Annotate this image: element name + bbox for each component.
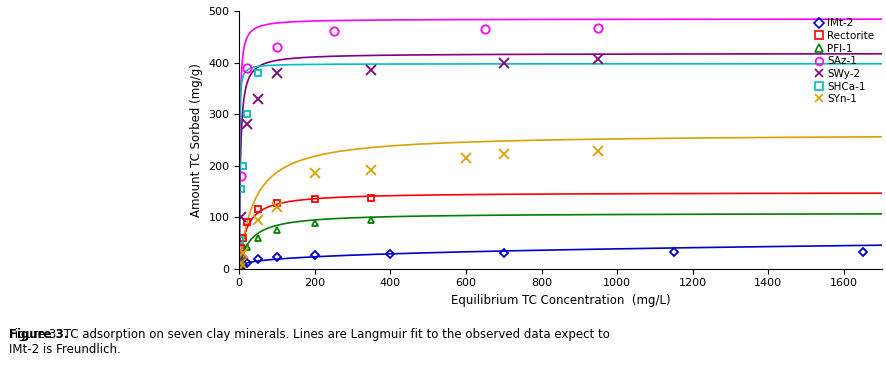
Line: SHCa-1: SHCa-1	[237, 69, 261, 244]
PFl-1	[235, 265, 245, 269]
Y-axis label: Amount TC Sorbed (mg/g): Amount TC Sorbed (mg/g)	[190, 63, 203, 217]
Rectorite	[366, 195, 377, 200]
PFl-1	[253, 235, 263, 240]
IMt-2	[499, 251, 509, 256]
SWy-2	[593, 56, 603, 61]
SYn-1	[461, 156, 471, 160]
X-axis label: Equilibrium TC Concentration  (mg/L): Equilibrium TC Concentration (mg/L)	[451, 294, 670, 307]
IMt-2	[242, 261, 253, 265]
SAz-1	[479, 27, 490, 31]
Line: SWy-2: SWy-2	[235, 54, 603, 268]
IMt-2	[385, 252, 396, 256]
Rectorite	[253, 207, 263, 211]
SHCa-1	[236, 186, 246, 191]
Rectorite	[237, 235, 248, 240]
SYn-1	[499, 152, 509, 157]
SYn-1	[253, 217, 263, 222]
Line: Rectorite: Rectorite	[237, 194, 375, 264]
Rectorite	[309, 197, 320, 201]
SAz-1	[242, 66, 253, 70]
SHCa-1	[253, 71, 263, 75]
SWy-2	[366, 68, 377, 73]
Text: Figure 3. TC adsorption on seven clay minerals. Lines are Langmuir fit to the ob: Figure 3. TC adsorption on seven clay mi…	[9, 328, 610, 356]
SAz-1	[593, 25, 603, 30]
SAz-1	[236, 174, 246, 178]
PFl-1	[237, 254, 248, 258]
Line: IMt-2: IMt-2	[237, 249, 866, 271]
IMt-2	[858, 249, 868, 254]
SHCa-1	[242, 112, 253, 116]
SYn-1	[236, 261, 246, 266]
SYn-1	[237, 251, 248, 256]
SWy-2	[235, 261, 245, 266]
Text: Figure 3.: Figure 3.	[9, 328, 68, 341]
Rectorite	[242, 220, 253, 225]
PFl-1	[242, 245, 253, 249]
IMt-2	[309, 253, 320, 257]
IMt-2	[236, 265, 246, 269]
SWy-2	[242, 122, 253, 127]
SYn-1	[272, 204, 283, 209]
Line: SAz-1: SAz-1	[236, 23, 602, 260]
SYn-1	[366, 167, 377, 172]
SAz-1	[272, 45, 283, 50]
SWy-2	[236, 215, 246, 219]
SAz-1	[235, 254, 245, 258]
Line: PFl-1: PFl-1	[237, 216, 375, 270]
SHCa-1	[237, 163, 248, 168]
IMt-2	[253, 257, 263, 261]
Legend: IMt-2, Rectorite, PFl-1, SAz-1, SWy-2, SHCa-1, SYn-1: IMt-2, Rectorite, PFl-1, SAz-1, SWy-2, S…	[812, 16, 876, 106]
PFl-1	[272, 228, 283, 232]
IMt-2	[272, 255, 283, 260]
Rectorite	[235, 258, 245, 263]
PFl-1	[309, 221, 320, 226]
SWy-2	[272, 71, 283, 75]
SWy-2	[499, 60, 509, 65]
SYn-1	[235, 265, 245, 270]
Rectorite	[236, 246, 246, 250]
PFl-1	[236, 260, 246, 264]
SYn-1	[309, 171, 320, 176]
SAz-1	[329, 28, 339, 33]
IMt-2	[235, 266, 245, 270]
Line: SYn-1: SYn-1	[235, 146, 603, 272]
PFl-1	[366, 217, 377, 222]
IMt-2	[668, 250, 679, 254]
SHCa-1	[235, 238, 245, 242]
SWy-2	[253, 97, 263, 101]
IMt-2	[237, 263, 248, 268]
Rectorite	[272, 200, 283, 205]
SYn-1	[593, 149, 603, 153]
